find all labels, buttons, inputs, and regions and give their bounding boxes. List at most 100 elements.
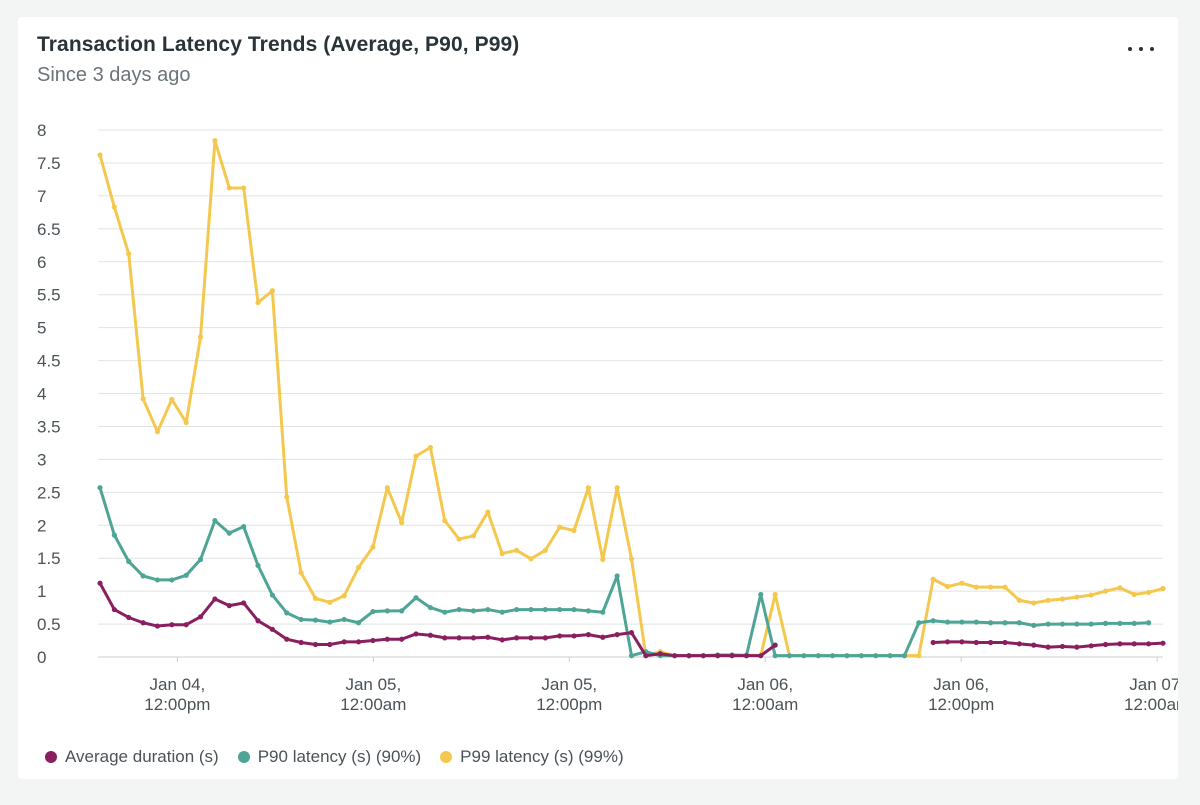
- data-point-avg: [628, 630, 635, 636]
- data-point-p99: [614, 485, 620, 491]
- data-point-p99: [341, 593, 347, 599]
- data-point-avg: [154, 623, 161, 629]
- data-point-avg: [542, 635, 548, 641]
- data-point-avg: [183, 622, 189, 628]
- data-point-p99: [1016, 597, 1022, 603]
- data-point-avg: [399, 636, 405, 642]
- data-point-p99: [384, 485, 390, 491]
- data-point-avg: [700, 653, 706, 659]
- data-point-p90: [154, 577, 161, 583]
- data-point-p99: [1088, 592, 1094, 598]
- data-point-p99: [169, 396, 175, 403]
- data-point-p90: [614, 573, 620, 579]
- x-tick-label: 12:00am: [1124, 695, 1178, 714]
- data-point-p90: [212, 518, 218, 524]
- data-point-avg: [269, 626, 275, 632]
- legend-dot-average: [45, 751, 57, 763]
- data-point-avg: [973, 639, 979, 646]
- legend-dot-p90: [237, 751, 250, 763]
- y-tick-label: 3.5: [37, 417, 61, 436]
- x-tick-label: 12:00pm: [536, 695, 602, 714]
- data-point-p99: [442, 518, 448, 524]
- data-point-avg: [470, 635, 477, 641]
- data-point-p99: [312, 595, 319, 601]
- data-point-p99: [542, 547, 548, 553]
- x-tick-label: Jan 05,: [345, 675, 401, 694]
- data-point-avg: [312, 641, 319, 648]
- data-point-avg: [413, 631, 419, 637]
- data-point-avg: [729, 653, 735, 659]
- data-point-avg: [1074, 644, 1080, 650]
- data-point-p90: [1088, 621, 1094, 627]
- data-point-p99: [1131, 591, 1137, 598]
- legend-label-p99: P99 latency (s) (99%): [460, 747, 624, 766]
- data-point-p90: [988, 620, 994, 626]
- data-point-avg: [1146, 641, 1152, 647]
- data-point-p90: [944, 619, 951, 625]
- data-point-avg: [241, 600, 247, 606]
- data-point-p90: [873, 653, 879, 659]
- data-point-p90: [485, 606, 491, 613]
- data-point-p99: [585, 485, 592, 491]
- data-point-p90: [1074, 621, 1080, 627]
- data-point-p99: [916, 653, 922, 659]
- data-point-p90: [887, 653, 893, 659]
- data-point-avg: [1016, 641, 1022, 647]
- data-point-p90: [786, 653, 793, 659]
- y-tick-label: 4.5: [37, 352, 61, 371]
- data-point-p99: [370, 544, 376, 550]
- data-point-p99: [1160, 585, 1166, 592]
- data-point-avg: [169, 622, 175, 628]
- legend-item-p99[interactable]: P99 latency (s) (99%): [440, 747, 624, 767]
- y-tick-label: 1: [37, 582, 46, 601]
- data-point-avg: [671, 653, 678, 659]
- data-point-p99: [255, 299, 261, 306]
- data-point-p90: [858, 653, 864, 659]
- data-point-p99: [513, 547, 520, 553]
- data-point-p90: [470, 608, 477, 614]
- data-point-p99: [485, 509, 491, 515]
- data-point-p99: [944, 583, 951, 590]
- y-tick-label: 2: [37, 516, 46, 535]
- data-point-p99: [973, 584, 979, 590]
- data-point-avg: [715, 653, 721, 659]
- data-point-avg: [355, 639, 362, 645]
- data-point-avg: [988, 639, 994, 646]
- data-point-p90: [370, 608, 376, 615]
- data-point-p99: [1102, 588, 1109, 594]
- y-tick-label: 8: [37, 121, 46, 140]
- data-point-avg: [772, 642, 778, 648]
- data-point-p99: [355, 564, 362, 571]
- legend-item-average[interactable]: Average duration (s): [45, 747, 219, 767]
- data-point-p90: [916, 620, 922, 626]
- y-tick-label: 7.5: [37, 154, 61, 173]
- data-point-p90: [442, 609, 448, 615]
- data-point-p99: [772, 591, 778, 598]
- legend-item-p90[interactable]: P90 latency (s) (90%): [237, 747, 421, 767]
- data-point-p99: [1059, 596, 1066, 602]
- data-point-p99: [427, 444, 433, 451]
- data-point-p90: [1059, 621, 1066, 627]
- data-point-p90: [801, 653, 807, 659]
- data-point-avg: [226, 603, 232, 609]
- data-point-avg: [126, 614, 132, 621]
- data-point-avg: [1002, 639, 1008, 646]
- data-point-avg: [1102, 641, 1109, 648]
- more-horizontal-icon[interactable]: [1128, 37, 1154, 61]
- data-point-p99: [959, 580, 965, 586]
- data-point-avg: [585, 632, 592, 638]
- data-point-p99: [212, 137, 218, 144]
- data-point-avg: [1059, 643, 1066, 650]
- data-point-p99: [97, 152, 103, 158]
- x-tick-label: Jan 04,: [150, 675, 206, 694]
- data-point-p99: [1045, 597, 1051, 603]
- data-point-p90: [197, 556, 204, 563]
- y-tick-label: 5: [37, 319, 46, 338]
- series-line-p90: [98, 486, 1151, 658]
- x-tick-label: Jan 07,: [1129, 675, 1178, 694]
- data-point-p99: [154, 429, 161, 435]
- data-point-p99: [499, 550, 505, 557]
- data-point-avg: [341, 639, 347, 645]
- data-point-p99: [470, 533, 477, 539]
- data-point-avg: [485, 634, 491, 640]
